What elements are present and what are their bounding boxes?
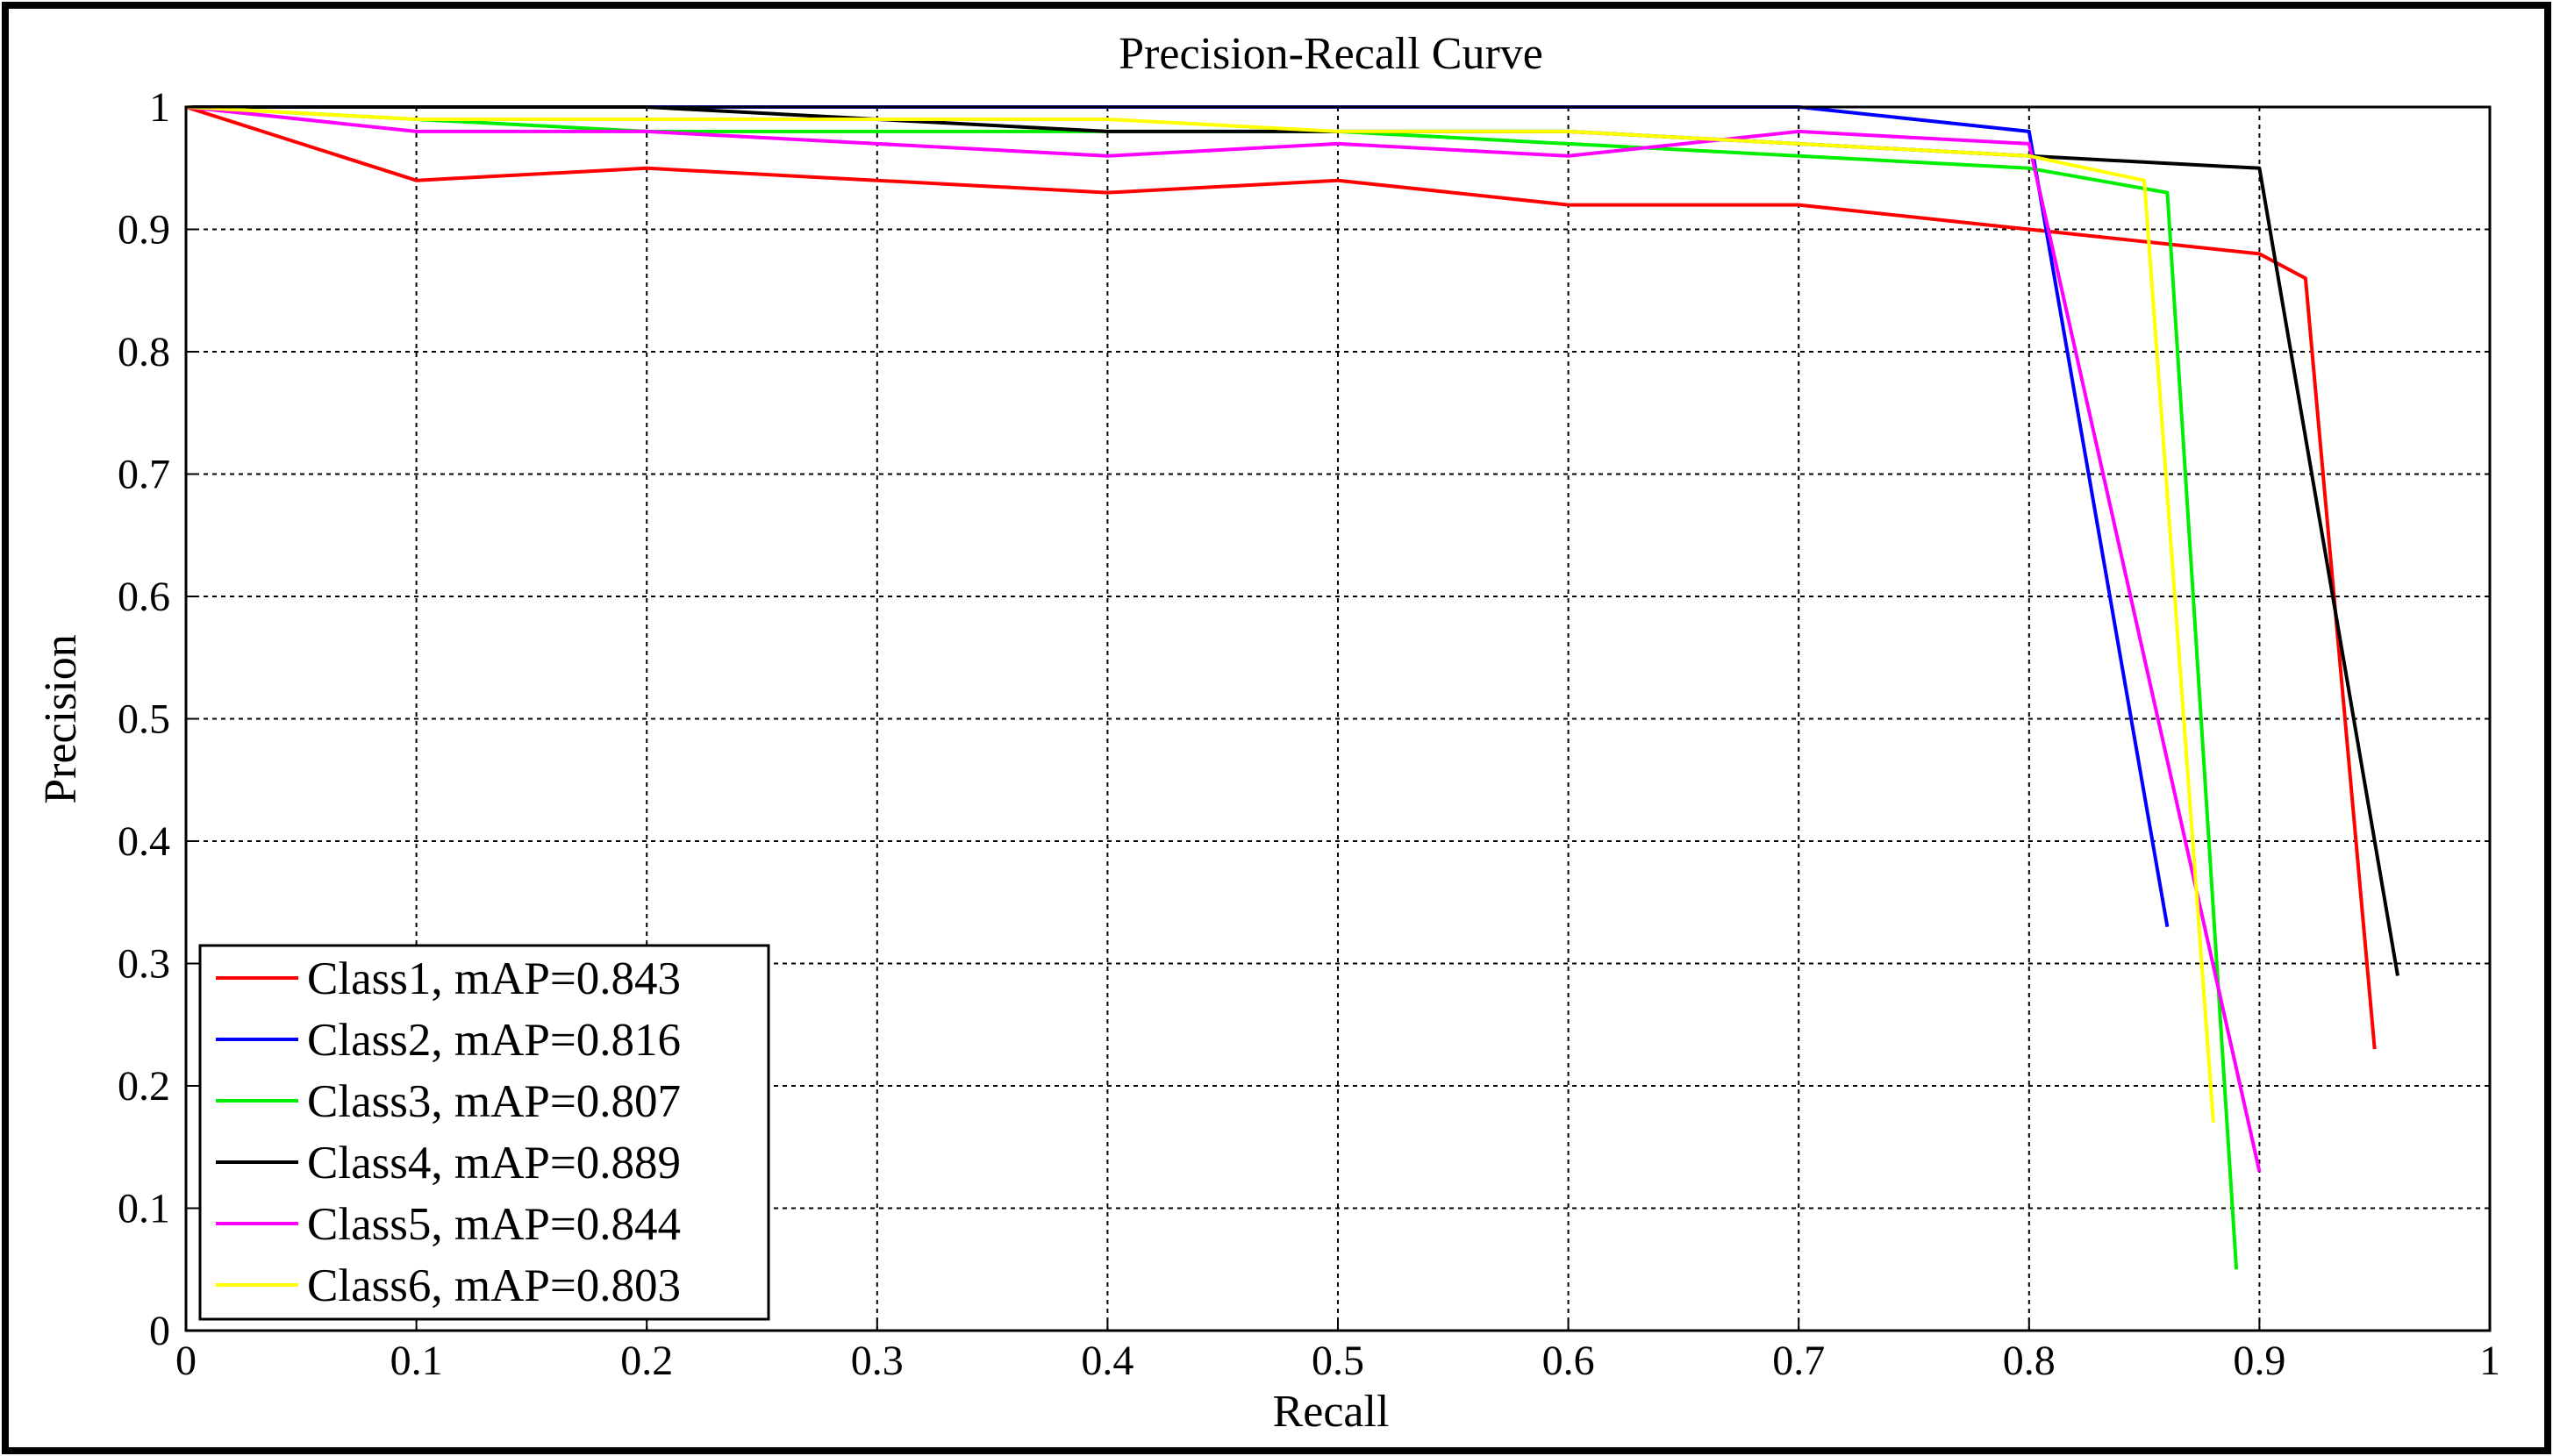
series-line-class1 bbox=[185, 105, 2377, 1050]
x-tick-label: 0.7 bbox=[1772, 1338, 1825, 1384]
y-tick-label: 0.2 bbox=[118, 1063, 170, 1110]
x-tick-label: 0.3 bbox=[851, 1338, 904, 1384]
series-line-class6 bbox=[185, 105, 2215, 1123]
x-tick-label: 0.4 bbox=[1081, 1338, 1133, 1384]
x-tick-label: 0.9 bbox=[2233, 1338, 2285, 1384]
legend: Class1, mAP=0.843 Class2, mAP=0.816 Class3… bbox=[198, 944, 770, 1321]
legend-label-class1: Class1, mAP=0.843 bbox=[307, 953, 681, 1004]
x-tick-label: 0.6 bbox=[1542, 1338, 1595, 1384]
plot-area-border bbox=[184, 105, 2492, 1332]
y-tick-label: 0.4 bbox=[118, 818, 170, 865]
x-tick-label: 0.5 bbox=[1312, 1338, 1364, 1384]
y-tick-label: 1 bbox=[149, 84, 170, 131]
legend-label-class4: Class4, mAP=0.889 bbox=[307, 1138, 681, 1188]
x-tick-label: 0.8 bbox=[2003, 1338, 2056, 1384]
y-tick-label: 0 bbox=[149, 1308, 170, 1354]
x-tick-label: 0 bbox=[175, 1338, 197, 1384]
y-tick-label: 0.5 bbox=[118, 696, 170, 743]
x-tick-label: 1 bbox=[2479, 1338, 2500, 1384]
y-axis-label: Precision bbox=[36, 634, 86, 804]
y-tick-label: 0.9 bbox=[118, 207, 170, 253]
x-tick-label: 0.1 bbox=[390, 1338, 443, 1384]
axis-ticks: 0 0.1 0.2 0.3 0.4 0.5 0.6 0.7 0.8 0.9 1 0 0.1 0.2 0.3 0… bbox=[118, 84, 2500, 1384]
legend-label-class5: Class5, mAP=0.844 bbox=[307, 1199, 681, 1250]
series-line-class5 bbox=[185, 105, 2262, 1173]
y-tick-label: 0.6 bbox=[118, 574, 170, 620]
y-tick-label: 0.1 bbox=[118, 1186, 170, 1232]
y-tick-label: 0.7 bbox=[118, 452, 170, 498]
legend-box bbox=[198, 944, 770, 1321]
chart-title: Precision-Recall Curve bbox=[1119, 29, 1543, 79]
legend-label-class3: Class3, mAP=0.807 bbox=[307, 1076, 681, 1127]
x-axis-label: Recall bbox=[1273, 1387, 1390, 1437]
y-tick-label: 0.8 bbox=[118, 329, 170, 375]
x-tick-label: 0.2 bbox=[620, 1338, 673, 1384]
y-tick-label: 0.3 bbox=[118, 941, 170, 988]
legend-label-class2: Class2, mAP=0.816 bbox=[307, 1015, 681, 1066]
legend-label-class6: Class6, mAP=0.803 bbox=[307, 1260, 681, 1311]
